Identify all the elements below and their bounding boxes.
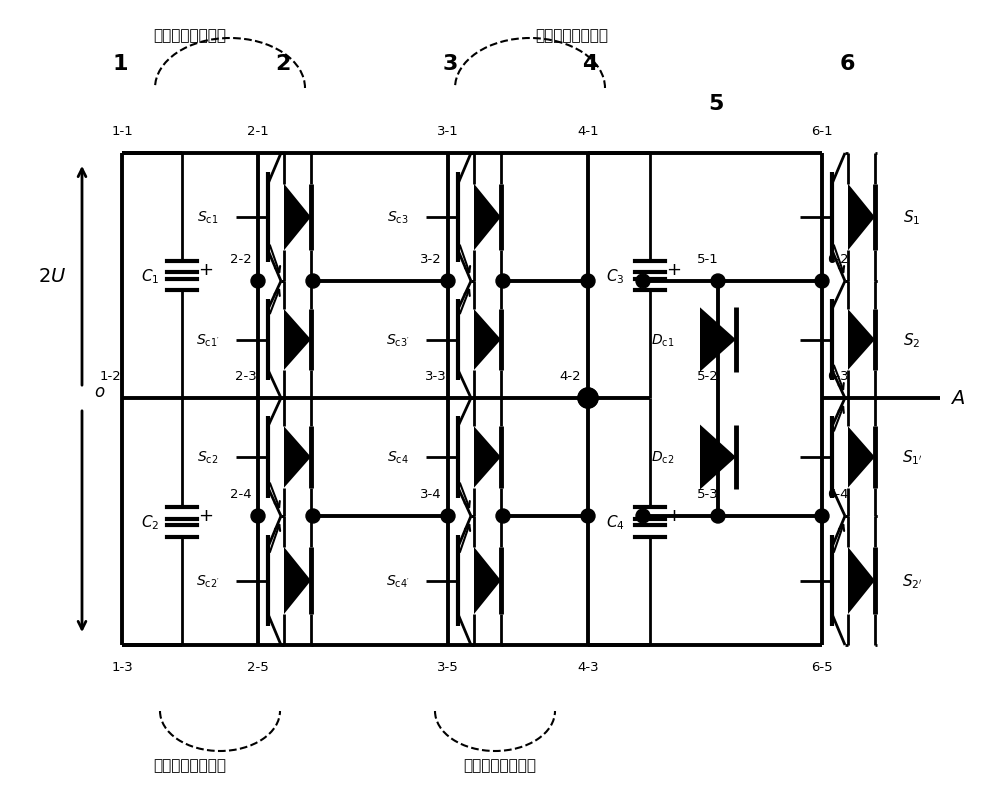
Text: 6-3: 6-3 <box>827 370 849 383</box>
Polygon shape <box>284 185 311 251</box>
Text: $C_1$: $C_1$ <box>141 267 159 286</box>
Text: 5: 5 <box>708 94 724 114</box>
Text: $S_{\mathregular{c2}}$: $S_{\mathregular{c2}}$ <box>197 449 219 466</box>
Text: $C_3$: $C_3$ <box>606 267 624 286</box>
Text: $S_{1'}$: $S_{1'}$ <box>902 448 922 467</box>
Text: $C_4$: $C_4$ <box>606 512 624 532</box>
Text: 4-3: 4-3 <box>577 661 599 674</box>
Text: $S_{2'}$: $S_{2'}$ <box>902 572 922 590</box>
Circle shape <box>636 275 650 288</box>
Circle shape <box>306 509 320 524</box>
Text: $S_{\mathregular{c3}}$: $S_{\mathregular{c3}}$ <box>387 210 409 226</box>
Text: 2-1: 2-1 <box>247 125 269 138</box>
Circle shape <box>711 275 725 288</box>
Text: 2: 2 <box>275 54 291 74</box>
Polygon shape <box>284 548 311 614</box>
Text: 3-2: 3-2 <box>420 253 442 266</box>
Text: 2-2: 2-2 <box>230 253 252 266</box>
Text: 2-4: 2-4 <box>230 488 252 501</box>
Text: $D_{\mathregular{c2}}$: $D_{\mathregular{c2}}$ <box>651 449 675 466</box>
Polygon shape <box>474 426 501 488</box>
Circle shape <box>636 509 650 524</box>
Text: 5-1: 5-1 <box>697 253 719 266</box>
Text: 2-5: 2-5 <box>247 661 269 674</box>
Polygon shape <box>700 308 736 373</box>
Polygon shape <box>848 185 875 251</box>
Text: $+$: $+$ <box>198 507 214 525</box>
Circle shape <box>496 509 510 524</box>
Text: $S_{\mathregular{c2'}}$: $S_{\mathregular{c2'}}$ <box>196 573 220 589</box>
Text: $S_{\mathregular{c3'}}$: $S_{\mathregular{c3'}}$ <box>386 332 410 349</box>
Circle shape <box>578 389 598 409</box>
Circle shape <box>306 275 320 288</box>
Circle shape <box>441 509 455 524</box>
Polygon shape <box>848 310 875 370</box>
Text: 第二直流侧负母线: 第二直流侧负母线 <box>464 757 536 772</box>
Circle shape <box>581 509 595 524</box>
Text: 6-5: 6-5 <box>811 661 833 674</box>
Polygon shape <box>700 425 736 490</box>
Text: 3-5: 3-5 <box>437 661 459 674</box>
Text: $S_{\mathregular{c1'}}$: $S_{\mathregular{c1'}}$ <box>196 332 220 349</box>
Circle shape <box>251 509 265 524</box>
Text: $S_2$: $S_2$ <box>903 331 921 349</box>
Text: 3-1: 3-1 <box>437 125 459 138</box>
Text: $S_{\mathregular{c1}}$: $S_{\mathregular{c1}}$ <box>197 210 219 226</box>
Text: 5-2: 5-2 <box>697 370 719 383</box>
Text: $+$: $+$ <box>198 261 214 279</box>
Circle shape <box>441 275 455 288</box>
Text: 第一直流侧负母线: 第一直流侧负母线 <box>154 757 226 772</box>
Circle shape <box>496 275 510 288</box>
Text: $+$: $+$ <box>666 507 682 525</box>
Text: 5-3: 5-3 <box>697 488 719 501</box>
Text: $S_1$: $S_1$ <box>903 209 921 227</box>
Text: $D_{\mathregular{c1}}$: $D_{\mathregular{c1}}$ <box>651 332 675 349</box>
Text: 6-1: 6-1 <box>811 125 833 138</box>
Text: 1-1: 1-1 <box>111 125 133 138</box>
Polygon shape <box>474 310 501 370</box>
Text: $C_2$: $C_2$ <box>141 512 159 532</box>
Circle shape <box>581 275 595 288</box>
Circle shape <box>815 275 829 288</box>
Text: 3: 3 <box>442 54 458 74</box>
Polygon shape <box>848 426 875 488</box>
Text: 第二直流侧正母线: 第二直流侧正母线 <box>536 28 608 43</box>
Text: 1-3: 1-3 <box>111 661 133 674</box>
Text: 6-2: 6-2 <box>827 253 849 266</box>
Circle shape <box>251 275 265 288</box>
Polygon shape <box>284 310 311 370</box>
Text: 4-2: 4-2 <box>559 370 581 383</box>
Text: 6: 6 <box>839 54 855 74</box>
Text: 4-1: 4-1 <box>577 125 599 138</box>
Text: 6-4: 6-4 <box>827 488 849 501</box>
Text: 2-3: 2-3 <box>235 370 257 383</box>
Polygon shape <box>284 426 311 488</box>
Circle shape <box>815 509 829 524</box>
Text: 3-4: 3-4 <box>420 488 442 501</box>
Text: 1-2: 1-2 <box>99 370 121 383</box>
Text: $S_{\mathregular{c4'}}$: $S_{\mathregular{c4'}}$ <box>386 573 410 589</box>
Text: $+$: $+$ <box>666 261 682 279</box>
Polygon shape <box>474 185 501 251</box>
Polygon shape <box>848 548 875 614</box>
Circle shape <box>578 389 598 409</box>
Text: $A$: $A$ <box>950 389 966 408</box>
Text: $o$: $o$ <box>94 382 106 401</box>
Circle shape <box>711 509 725 524</box>
Text: 4: 4 <box>582 54 598 74</box>
Text: 1: 1 <box>112 54 128 74</box>
Text: $S_{\mathregular{c4}}$: $S_{\mathregular{c4}}$ <box>387 449 409 466</box>
Text: $2U$: $2U$ <box>38 267 66 286</box>
Text: 第一直流侧正母线: 第一直流侧正母线 <box>154 28 226 43</box>
Text: 3-3: 3-3 <box>425 370 447 383</box>
Polygon shape <box>474 548 501 614</box>
